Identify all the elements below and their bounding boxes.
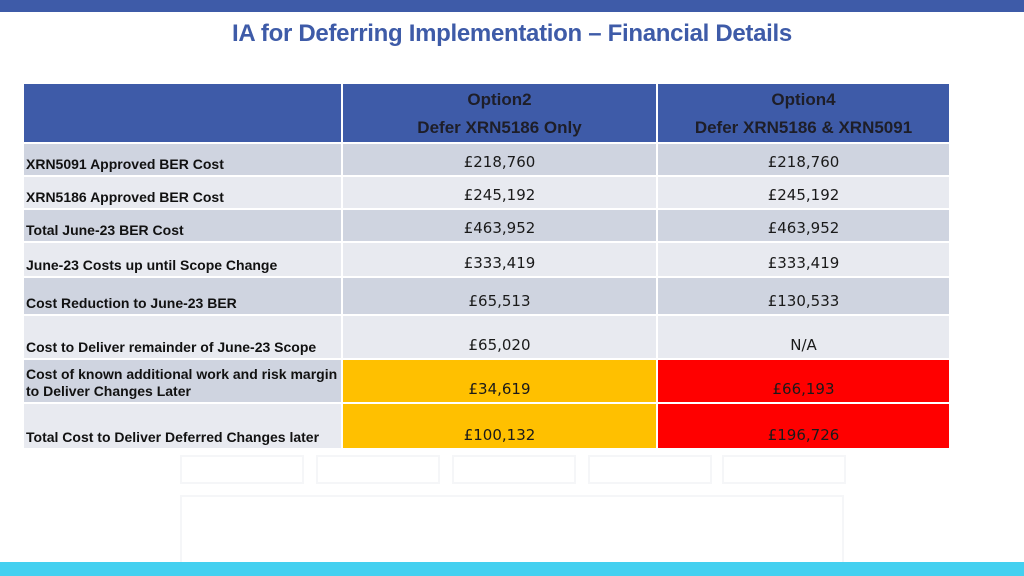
option4-value: £333,419 <box>767 254 840 272</box>
option2-value: £463,952 <box>463 219 536 237</box>
background-watermark <box>180 495 844 564</box>
option4-value: £463,952 <box>767 219 840 237</box>
option4-value: £218,760 <box>767 153 840 171</box>
row-label: June-23 Costs up until Scope Change <box>26 257 278 273</box>
option2-value: £34,619 <box>468 380 531 398</box>
option2-value: £65,020 <box>468 336 531 354</box>
table-row: Cost to Deliver remainder of June-23 Sco… <box>24 316 949 360</box>
option4-value: £66,193 <box>772 380 835 398</box>
background-watermark <box>316 455 440 484</box>
option2-cell-amber: £34,619 <box>343 360 658 402</box>
row-label: Total June-23 BER Cost <box>26 222 184 238</box>
background-watermark <box>452 455 576 484</box>
background-watermark <box>180 455 304 484</box>
background-watermark <box>722 455 846 484</box>
option4-value: £130,533 <box>767 292 840 310</box>
option2-title: Option2 <box>467 90 532 109</box>
option2-value: £100,132 <box>463 426 536 444</box>
option4-value: N/A <box>790 336 817 354</box>
bottom-accent-bar <box>0 562 1024 576</box>
table-row: Total Cost to Deliver Deferred Changes l… <box>24 404 949 448</box>
option4-cell-red: £66,193 <box>658 360 949 402</box>
option4-cell-red: £196,726 <box>658 404 949 448</box>
option2-value: £333,419 <box>463 254 536 272</box>
option4-value: £245,192 <box>767 186 840 204</box>
table-header-row: Option2 Defer XRN5186 Only Option4 Defer… <box>24 84 949 144</box>
background-watermark <box>588 455 712 484</box>
option2-value: £65,513 <box>468 292 531 310</box>
table-row: Cost Reduction to June-23 BER £65,513 £1… <box>24 278 949 316</box>
table-row: Cost of known additional work and risk m… <box>24 360 949 404</box>
option4-title: Option4 <box>771 90 836 109</box>
page-title: IA for Deferring Implementation – Financ… <box>232 20 792 47</box>
row-label: Cost to Deliver remainder of June-23 Sco… <box>26 339 317 355</box>
header-cell-blank <box>24 84 343 142</box>
option2-value: £245,192 <box>463 186 536 204</box>
option2-cell-amber: £100,132 <box>343 404 658 448</box>
row-label: Total Cost to Deliver Deferred Changes l… <box>26 429 320 445</box>
option2-subtitle: Defer XRN5186 Only <box>417 118 582 137</box>
row-label: Cost of known additional work and risk m… <box>26 366 338 399</box>
row-label: XRN5186 Approved BER Cost <box>26 189 224 205</box>
financial-details-table: Option2 Defer XRN5186 Only Option4 Defer… <box>24 84 949 448</box>
row-label: XRN5091 Approved BER Cost <box>26 156 224 172</box>
table-row: Total June-23 BER Cost £463,952 £463,952 <box>24 210 949 243</box>
table-row: June-23 Costs up until Scope Change £333… <box>24 243 949 278</box>
option4-value: £196,726 <box>767 426 840 444</box>
row-label: Cost Reduction to June-23 BER <box>26 295 237 311</box>
option2-value: £218,760 <box>463 153 536 171</box>
top-accent-bar <box>0 0 1024 12</box>
table-row: XRN5091 Approved BER Cost £218,760 £218,… <box>24 144 949 177</box>
option4-subtitle: Defer XRN5186 & XRN5091 <box>694 118 913 137</box>
header-cell-option4: Option4 Defer XRN5186 & XRN5091 <box>658 84 949 142</box>
table-row: XRN5186 Approved BER Cost £245,192 £245,… <box>24 177 949 210</box>
header-cell-option2: Option2 Defer XRN5186 Only <box>343 84 658 142</box>
